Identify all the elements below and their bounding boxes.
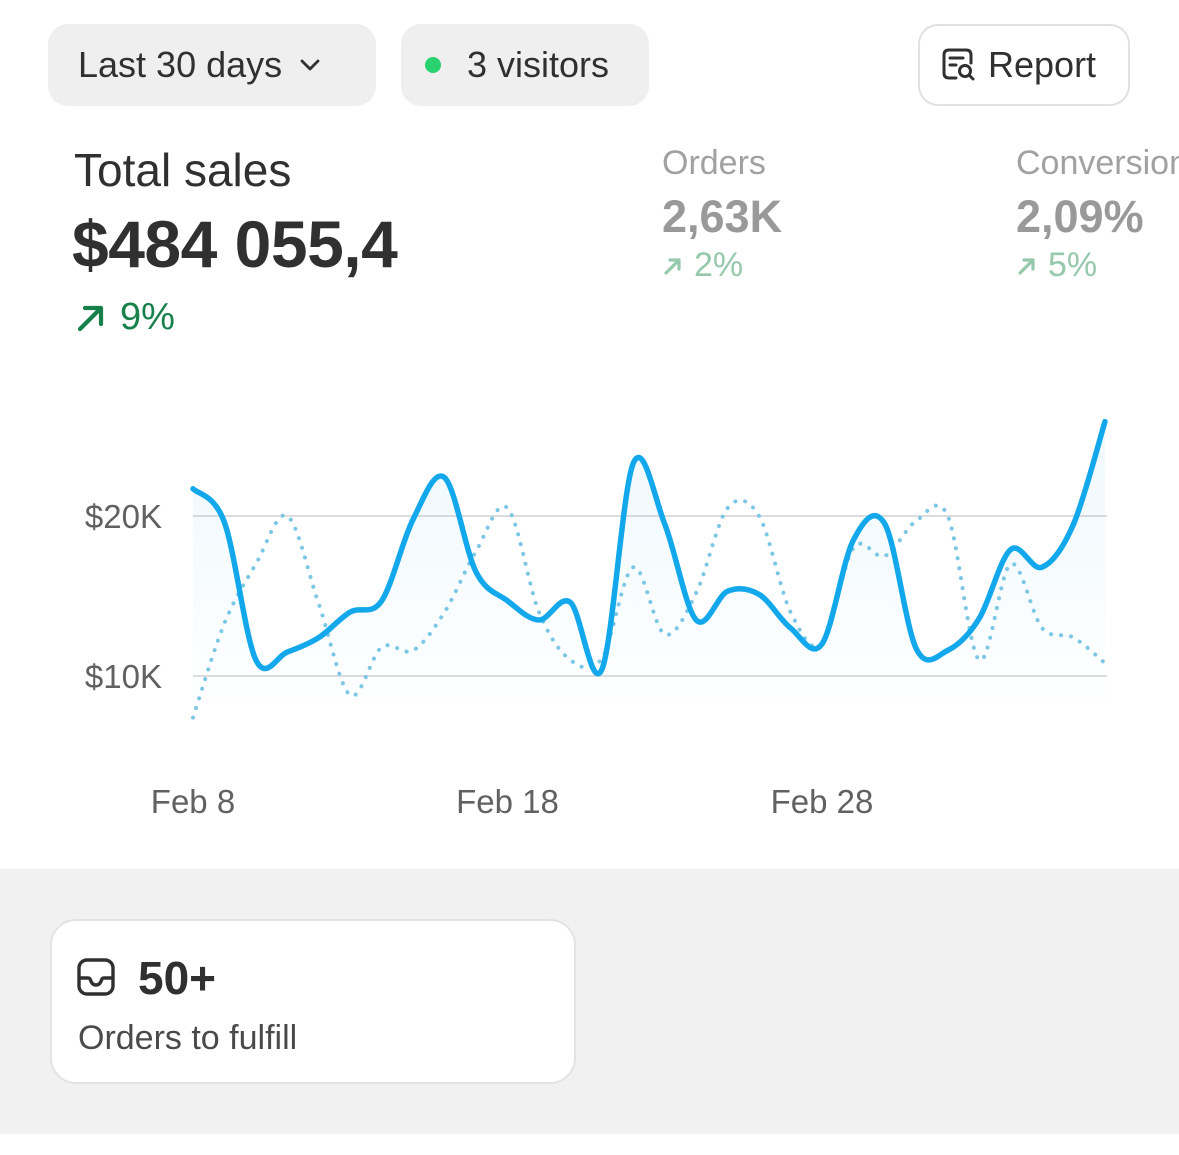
inbox-icon: [76, 957, 116, 1002]
y-tick-label: $10K: [85, 658, 162, 695]
report-button[interactable]: Report: [918, 24, 1130, 106]
live-visitors-button[interactable]: 3 visitors: [401, 24, 649, 106]
report-label: Report: [988, 44, 1097, 85]
orders-value: 2,63K: [662, 191, 783, 242]
arrow-up-right-icon: [77, 305, 104, 331]
sales-line-chart[interactable]: $20K $10K Feb 8 Feb 18 Feb 28: [0, 380, 1179, 840]
arrow-up-right-icon: [1018, 257, 1035, 275]
comparison-series-line: [191, 498, 1107, 720]
conversion-trend-value: 5%: [1048, 246, 1098, 284]
x-tick-label: Feb 18: [456, 783, 559, 820]
y-tick-label: $20K: [85, 498, 162, 535]
conversion-label[interactable]: Conversion rate: [1016, 144, 1179, 182]
live-status-dot-icon: [425, 57, 441, 73]
conversion-value: 2,09%: [1016, 191, 1144, 242]
arrow-up-right-icon: [664, 257, 681, 275]
analytics-panel: Last 30 days 3 visitors Report Total sal…: [0, 24, 1179, 840]
x-tick-label: Feb 28: [771, 783, 874, 820]
orders-trend-value: 2%: [694, 246, 744, 284]
orders-trend: 2%: [662, 246, 743, 285]
chevron-down-icon: [296, 51, 324, 79]
total-sales-trend: 9%: [74, 296, 175, 339]
current-series-area: [193, 421, 1105, 726]
conversion-trend: 5%: [1016, 246, 1097, 285]
total-sales-value: $484 055,4: [72, 207, 398, 281]
date-range-label: Last 30 days: [78, 44, 283, 85]
orders-to-fulfill-label: Orders to fulfill: [78, 1019, 298, 1057]
orders-to-fulfill-count: 50+: [138, 952, 217, 1004]
bottom-panel: 50+ Orders to fulfill: [0, 869, 1179, 1134]
current-series-line: [190, 418, 1108, 677]
orders-label[interactable]: Orders: [662, 144, 766, 182]
total-sales-trend-value: 9%: [120, 296, 175, 338]
x-tick-label: Feb 8: [151, 783, 235, 820]
report-search-icon: [938, 45, 978, 85]
date-range-selector[interactable]: Last 30 days: [48, 24, 376, 106]
visitors-label: 3 visitors: [467, 44, 610, 85]
orders-to-fulfill-card[interactable]: 50+ Orders to fulfill: [50, 919, 576, 1084]
total-sales-label: Total sales: [74, 144, 292, 196]
